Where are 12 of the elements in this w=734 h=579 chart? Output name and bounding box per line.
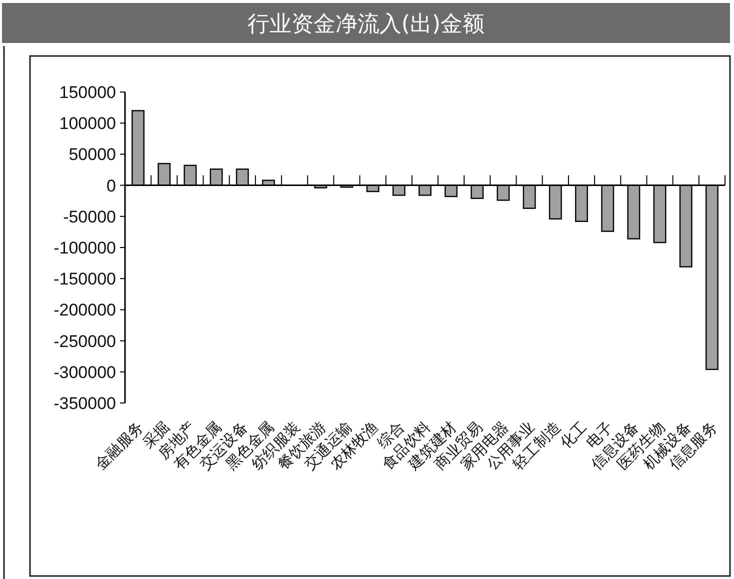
chart-title: 行业资金净流入(出)金额 — [247, 12, 485, 37]
y-tick-label: -150000 — [54, 270, 116, 289]
y-tick-label: 150000 — [59, 83, 116, 102]
y-tick-label: -200000 — [54, 300, 116, 320]
y-tick-label: -350000 — [54, 394, 116, 413]
y-tick-label: 0 — [106, 176, 116, 196]
y-tick-label: 50000 — [68, 145, 116, 164]
y-tick-label: -300000 — [54, 362, 116, 382]
y-tick-label: -100000 — [54, 238, 116, 258]
y-tick-label: -50000 — [63, 207, 116, 226]
y-tick-label: 100000 — [59, 114, 116, 134]
y-tick-label: -250000 — [54, 332, 116, 351]
